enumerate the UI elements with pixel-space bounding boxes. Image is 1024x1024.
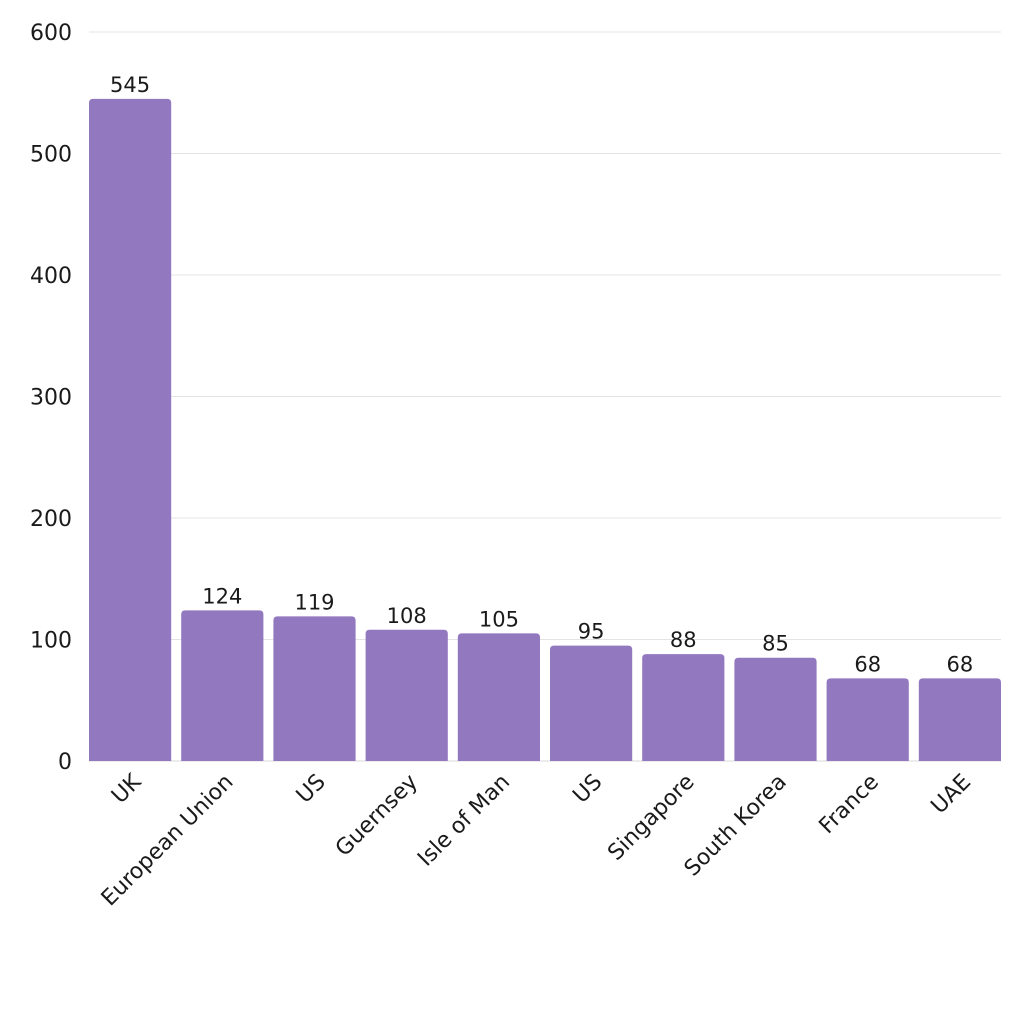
bar-value-label: 88	[670, 628, 697, 652]
bar-9	[918, 678, 1001, 761]
bar-value-label: 545	[110, 73, 150, 97]
x-category-label: UAE	[927, 770, 977, 820]
y-axis-tick-labels: 0 100 200 300 400 500 600	[30, 21, 72, 775]
bar-value-label: 119	[294, 590, 334, 614]
x-category-label: US	[568, 770, 607, 809]
x-category-label: UK	[107, 769, 147, 809]
value-labels: 545 124 119 108 105 95 88 85 68 68	[110, 73, 973, 677]
bar-0	[89, 98, 172, 761]
bar-1	[181, 610, 264, 761]
bar-value-label: 68	[854, 652, 881, 676]
x-category-label: Isle of Man	[413, 770, 515, 872]
bar-value-label: 108	[387, 604, 427, 628]
y-tick-label: 300	[30, 386, 72, 411]
y-tick-label: 200	[30, 507, 72, 532]
bars	[89, 98, 1001, 761]
y-tick-label: 400	[30, 264, 72, 289]
bar-6	[642, 654, 725, 761]
y-tick-label: 100	[30, 629, 72, 654]
x-category-label: France	[815, 770, 884, 839]
bar-3	[365, 629, 448, 761]
bar-value-label: 105	[479, 607, 519, 631]
y-tick-label: 500	[30, 143, 72, 168]
bar-4	[457, 633, 540, 761]
bar-5	[550, 645, 633, 761]
bar-value-label: 124	[202, 584, 242, 608]
bar-value-label: 68	[947, 652, 974, 676]
bar-7	[734, 657, 817, 761]
bar-value-label: 85	[762, 632, 789, 656]
bar-8	[826, 678, 909, 761]
bar-2	[273, 616, 356, 761]
x-category-label: US	[292, 770, 331, 809]
bar-value-label: 95	[578, 620, 605, 644]
x-category-label: Guernsey	[331, 770, 423, 862]
y-tick-label: 0	[58, 750, 72, 775]
y-tick-label: 600	[30, 21, 72, 46]
x-category-label: Singapore	[603, 770, 699, 866]
